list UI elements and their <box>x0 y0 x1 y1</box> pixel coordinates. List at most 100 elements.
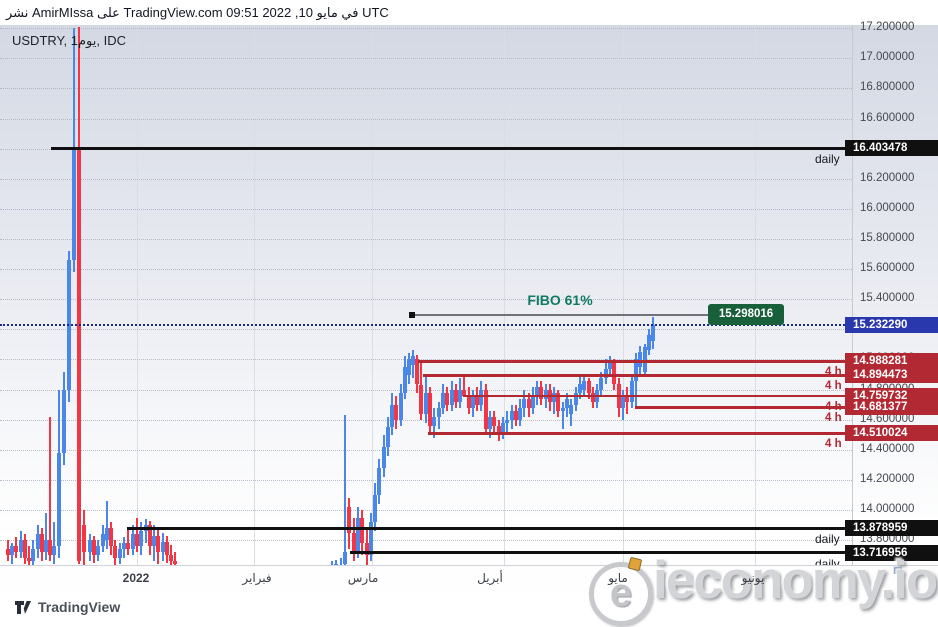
horizontal-gridline <box>0 178 852 180</box>
tradingview-logo-icon <box>15 600 31 614</box>
h4-level-label: 4 h <box>825 366 842 379</box>
horizontal-gridline <box>0 208 852 210</box>
h4-level-line[interactable] <box>428 432 852 435</box>
daily-level-label: daily <box>815 532 840 547</box>
candle-body <box>497 425 501 432</box>
candle-body <box>634 359 638 381</box>
candle-wick <box>463 374 465 396</box>
bottom-bar: TradingView <box>0 590 938 627</box>
fibo-ray-line[interactable] <box>412 313 708 316</box>
candle-body <box>411 356 415 366</box>
candle-body <box>441 392 445 408</box>
daily-level-line[interactable] <box>127 526 852 530</box>
candle-body <box>77 148 81 562</box>
time-axis[interactable]: 2022 فبراير مارس أبريل مايو يونيو <box>0 565 938 591</box>
candle-body <box>131 534 135 550</box>
fibo-label: FIBO 61% <box>527 291 593 308</box>
candle-body <box>109 528 113 547</box>
candle-body <box>415 359 419 384</box>
candle-body <box>556 392 560 411</box>
daily-level-label: daily <box>815 556 840 565</box>
price-chip: 13.716956 <box>845 544 938 561</box>
candle-body <box>419 385 423 414</box>
vertical-gridline <box>504 25 505 565</box>
candle-wick <box>53 522 55 565</box>
tradingview-logo[interactable]: TradingView <box>14 599 120 615</box>
h4-level-line[interactable] <box>418 360 852 363</box>
horizontal-gridline <box>0 299 852 301</box>
candle-body <box>428 392 432 426</box>
price-chip: 14.681377 <box>845 399 938 416</box>
candle-body <box>6 549 10 556</box>
candle-body <box>544 389 548 399</box>
candle-body <box>561 407 565 411</box>
price-chip: 14.894473 <box>845 367 938 384</box>
price-chip: 14.510024 <box>845 425 938 442</box>
watermark-mini-icon <box>893 566 902 574</box>
candle-body <box>578 383 582 393</box>
candle-body <box>101 534 105 547</box>
h4-level-label: 4 h <box>825 438 842 451</box>
fibo-ray-anchor[interactable] <box>409 311 415 318</box>
candle-body <box>14 546 18 553</box>
candle-body <box>501 422 505 432</box>
candle-body <box>334 564 338 565</box>
candle-body <box>165 541 169 556</box>
candle-body <box>651 324 655 342</box>
time-axis-label: يونيو <box>741 571 765 585</box>
daily-level-line[interactable] <box>51 146 852 150</box>
candle-body <box>169 555 173 562</box>
candle-body <box>604 368 608 378</box>
publish-header: نشر AmirMIssa على TradingView.com في ماي… <box>0 0 938 25</box>
h4-level-line[interactable] <box>423 374 852 377</box>
time-axis-label: مايو <box>608 571 628 585</box>
candle-body <box>450 389 454 405</box>
candle-body <box>135 534 139 547</box>
candle-body <box>527 398 531 408</box>
candle-body <box>403 367 407 393</box>
candle-wick <box>340 558 342 565</box>
candle-body <box>40 534 44 553</box>
candle-wick <box>28 546 30 565</box>
price-tick-label: 15.400000 <box>860 292 915 305</box>
candle-body <box>88 540 92 553</box>
horizontal-gridline <box>0 329 852 331</box>
candle-body <box>432 416 436 426</box>
h4-level-line[interactable] <box>463 394 852 398</box>
price-tick-label: 16.000000 <box>860 201 915 214</box>
horizontal-gridline <box>0 359 852 361</box>
candle-body <box>565 398 569 408</box>
horizontal-gridline <box>0 449 852 451</box>
vertical-gridline <box>755 25 756 565</box>
daily-level-line[interactable] <box>350 551 852 555</box>
candle-body <box>72 148 76 261</box>
vertical-gridline <box>372 25 373 565</box>
h4-level-label: 4 h <box>825 380 842 393</box>
h4-level-label: 4 h <box>825 400 842 413</box>
candle-wick <box>49 416 51 562</box>
candle-body <box>52 546 56 556</box>
symbol-legend[interactable]: USDTRY, 1يوم, IDC <box>12 33 127 48</box>
candle-body <box>638 351 642 367</box>
candle-body <box>514 410 518 420</box>
candle-body <box>454 389 458 402</box>
last-price-line <box>0 323 852 326</box>
candle-body <box>156 535 160 553</box>
h4-level-label: 4 h <box>825 412 842 425</box>
h4-level-line[interactable] <box>635 406 852 409</box>
horizontal-gridline <box>0 58 852 60</box>
price-axis[interactable]: 17.20000017.00000016.80000016.60000016.4… <box>852 21 938 565</box>
candle-body <box>390 404 394 428</box>
candle-body <box>44 540 48 553</box>
candle-body <box>57 452 61 547</box>
candle-body <box>587 380 591 393</box>
candle-body <box>365 543 369 556</box>
candle-body <box>462 389 466 396</box>
fibo-price-chip[interactable]: 15.298016 <box>708 304 784 326</box>
time-axis-label: فبراير <box>242 571 272 585</box>
candle-body <box>582 380 586 390</box>
candle-body <box>492 416 496 426</box>
price-tick-label: 16.200000 <box>860 171 915 184</box>
